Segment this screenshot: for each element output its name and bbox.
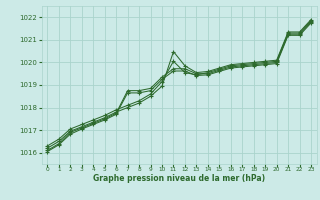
X-axis label: Graphe pression niveau de la mer (hPa): Graphe pression niveau de la mer (hPa): [93, 174, 265, 183]
